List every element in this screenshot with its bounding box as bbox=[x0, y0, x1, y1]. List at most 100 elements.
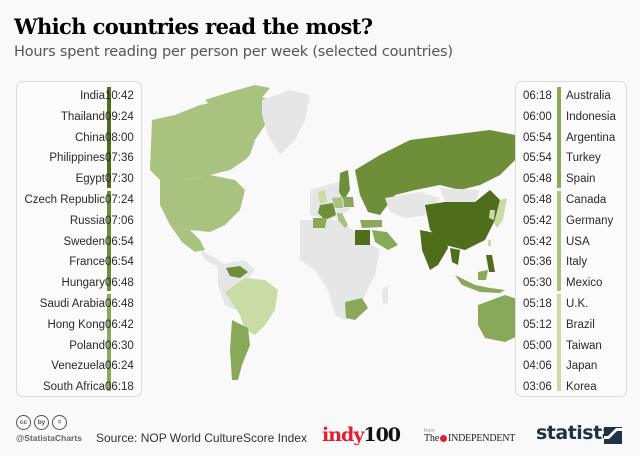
statista-handle: @StatistaCharts bbox=[16, 433, 82, 443]
reading-time: 05:54 bbox=[523, 131, 552, 144]
ranking-row: China 08:00 bbox=[17, 128, 141, 149]
ranking-row: Egypt 07:30 bbox=[17, 169, 141, 190]
country-name: South Africa bbox=[42, 381, 105, 394]
reading-time: 05:54 bbox=[523, 152, 552, 165]
reading-time: 05:12 bbox=[523, 318, 552, 331]
ranking-row: 05:42 USA bbox=[516, 232, 626, 253]
ranking-row: South Africa 06:18 bbox=[17, 377, 141, 398]
reading-time: 06:00 bbox=[523, 110, 552, 123]
ranking-row: Hong Kong 06:42 bbox=[17, 315, 141, 336]
reading-time: 05:00 bbox=[523, 339, 552, 352]
map-japan bbox=[494, 198, 507, 228]
source-note: Source: NOP World CultureScore Index bbox=[96, 431, 307, 445]
reading-time: 09:24 bbox=[105, 110, 134, 123]
map-sweden bbox=[339, 170, 350, 200]
ranking-row: 06:18 Australia bbox=[516, 86, 626, 107]
reading-time: 05:48 bbox=[523, 173, 552, 186]
country-name: Argentina bbox=[566, 131, 616, 144]
country-name: Venezuela bbox=[51, 360, 105, 373]
reading-time: 07:06 bbox=[105, 214, 134, 227]
tier3-bar bbox=[557, 87, 561, 188]
map-india bbox=[420, 230, 448, 270]
reading-time: 06:54 bbox=[105, 235, 134, 248]
independent-logo: The INDEPENDENT bbox=[424, 433, 516, 444]
country-name: Philippines bbox=[49, 152, 105, 165]
country-name: Russia bbox=[69, 214, 105, 227]
country-name: USA bbox=[566, 235, 590, 248]
ranking-row: 05:00 Taiwan bbox=[516, 336, 626, 357]
reading-time: 06:18 bbox=[523, 90, 552, 102]
ranking-row: 05:18 U.K. bbox=[516, 294, 626, 315]
reading-time: 06:48 bbox=[105, 277, 134, 290]
map-greenland bbox=[262, 90, 310, 155]
country-name: Italy bbox=[566, 256, 588, 269]
country-name: Saudi Arabia bbox=[39, 298, 105, 310]
reading-time: 06:54 bbox=[105, 256, 134, 269]
map-saudi-arabia bbox=[372, 230, 398, 250]
map-brazil bbox=[225, 278, 278, 335]
map-egypt bbox=[355, 230, 370, 245]
chart-subtitle: Hours spent reading per person per week … bbox=[14, 44, 453, 60]
ranking-row: 05:42 Germany bbox=[516, 211, 626, 232]
ranking-row: 05:48 Canada bbox=[516, 190, 626, 211]
reading-time: 05:18 bbox=[523, 298, 552, 310]
ranking-row: 05:54 Turkey bbox=[516, 148, 626, 169]
eagle-icon bbox=[439, 435, 447, 443]
map-spain bbox=[313, 218, 327, 228]
statista-logo-icon bbox=[604, 427, 622, 444]
reading-time: 07:24 bbox=[105, 194, 134, 206]
map-korea bbox=[489, 210, 495, 220]
map-taiwan bbox=[488, 240, 491, 246]
ranking-row: Saudi Arabia 06:48 bbox=[17, 294, 141, 315]
map-philippines bbox=[486, 255, 495, 272]
tier2-bar bbox=[107, 191, 111, 291]
map-uk bbox=[318, 190, 327, 204]
ranking-row: 06:00 Indonesia bbox=[516, 107, 626, 128]
country-name: Thailand bbox=[60, 110, 105, 123]
country-name: Taiwan bbox=[566, 339, 602, 352]
tier1-bar bbox=[107, 87, 111, 188]
world-map bbox=[150, 85, 520, 380]
country-name: Canada bbox=[566, 194, 607, 206]
chart-title: Which countries read the most? bbox=[14, 14, 373, 39]
country-name: Spain bbox=[566, 173, 596, 186]
ranking-row: 03:06 Korea bbox=[516, 377, 626, 398]
ranking-row: Poland 06:30 bbox=[17, 336, 141, 357]
ranking-row: 05:36 Italy bbox=[516, 252, 626, 273]
reading-time: 08:00 bbox=[105, 131, 134, 144]
country-name: France bbox=[69, 256, 105, 269]
country-name: Egypt bbox=[75, 173, 105, 186]
no-derivatives-icon: = bbox=[52, 415, 67, 430]
reading-time: 06:48 bbox=[105, 298, 134, 310]
map-venezuela bbox=[226, 266, 248, 278]
map-canada bbox=[150, 95, 275, 180]
ranking-row: Venezuela 06:24 bbox=[17, 356, 141, 377]
creative-commons-icons: cc by = bbox=[16, 415, 67, 430]
ranking-row: Thailand 09:24 bbox=[17, 107, 141, 128]
ranking-row: Czech Republic 07:24 bbox=[17, 190, 141, 211]
left-ranking-panel: India 10:42 Thailand 09:24 China 08:00 Phil… bbox=[16, 81, 142, 397]
ranking-row: Russia 07:06 bbox=[17, 211, 141, 232]
country-name: Turkey bbox=[566, 152, 601, 165]
tier5-bar bbox=[557, 294, 561, 391]
country-name: Sweden bbox=[63, 235, 105, 248]
reading-time: 05:48 bbox=[523, 194, 552, 206]
ranking-row: India 10:42 bbox=[17, 86, 141, 107]
reading-time: 05:42 bbox=[523, 214, 552, 227]
country-name: U.K. bbox=[566, 298, 589, 310]
country-name: Czech Republic bbox=[24, 194, 105, 206]
reading-time: 06:24 bbox=[105, 360, 134, 373]
country-name: Korea bbox=[566, 381, 597, 394]
map-turkey bbox=[360, 220, 382, 228]
country-name: Australia bbox=[566, 90, 611, 102]
map-usa bbox=[160, 175, 245, 232]
ranking-row: France 06:54 bbox=[17, 252, 141, 273]
reading-time: 07:30 bbox=[105, 173, 134, 186]
right-ranking-panel: 06:18 Australia 06:00 Indonesia 05:54 Argen… bbox=[515, 81, 627, 397]
reading-time: 07:36 bbox=[105, 152, 134, 165]
reading-time: 10:42 bbox=[105, 90, 134, 102]
country-name: Brazil bbox=[566, 318, 595, 331]
country-name: Japan bbox=[566, 360, 598, 373]
country-name: China bbox=[74, 131, 105, 144]
reading-time: 05:30 bbox=[523, 277, 552, 290]
